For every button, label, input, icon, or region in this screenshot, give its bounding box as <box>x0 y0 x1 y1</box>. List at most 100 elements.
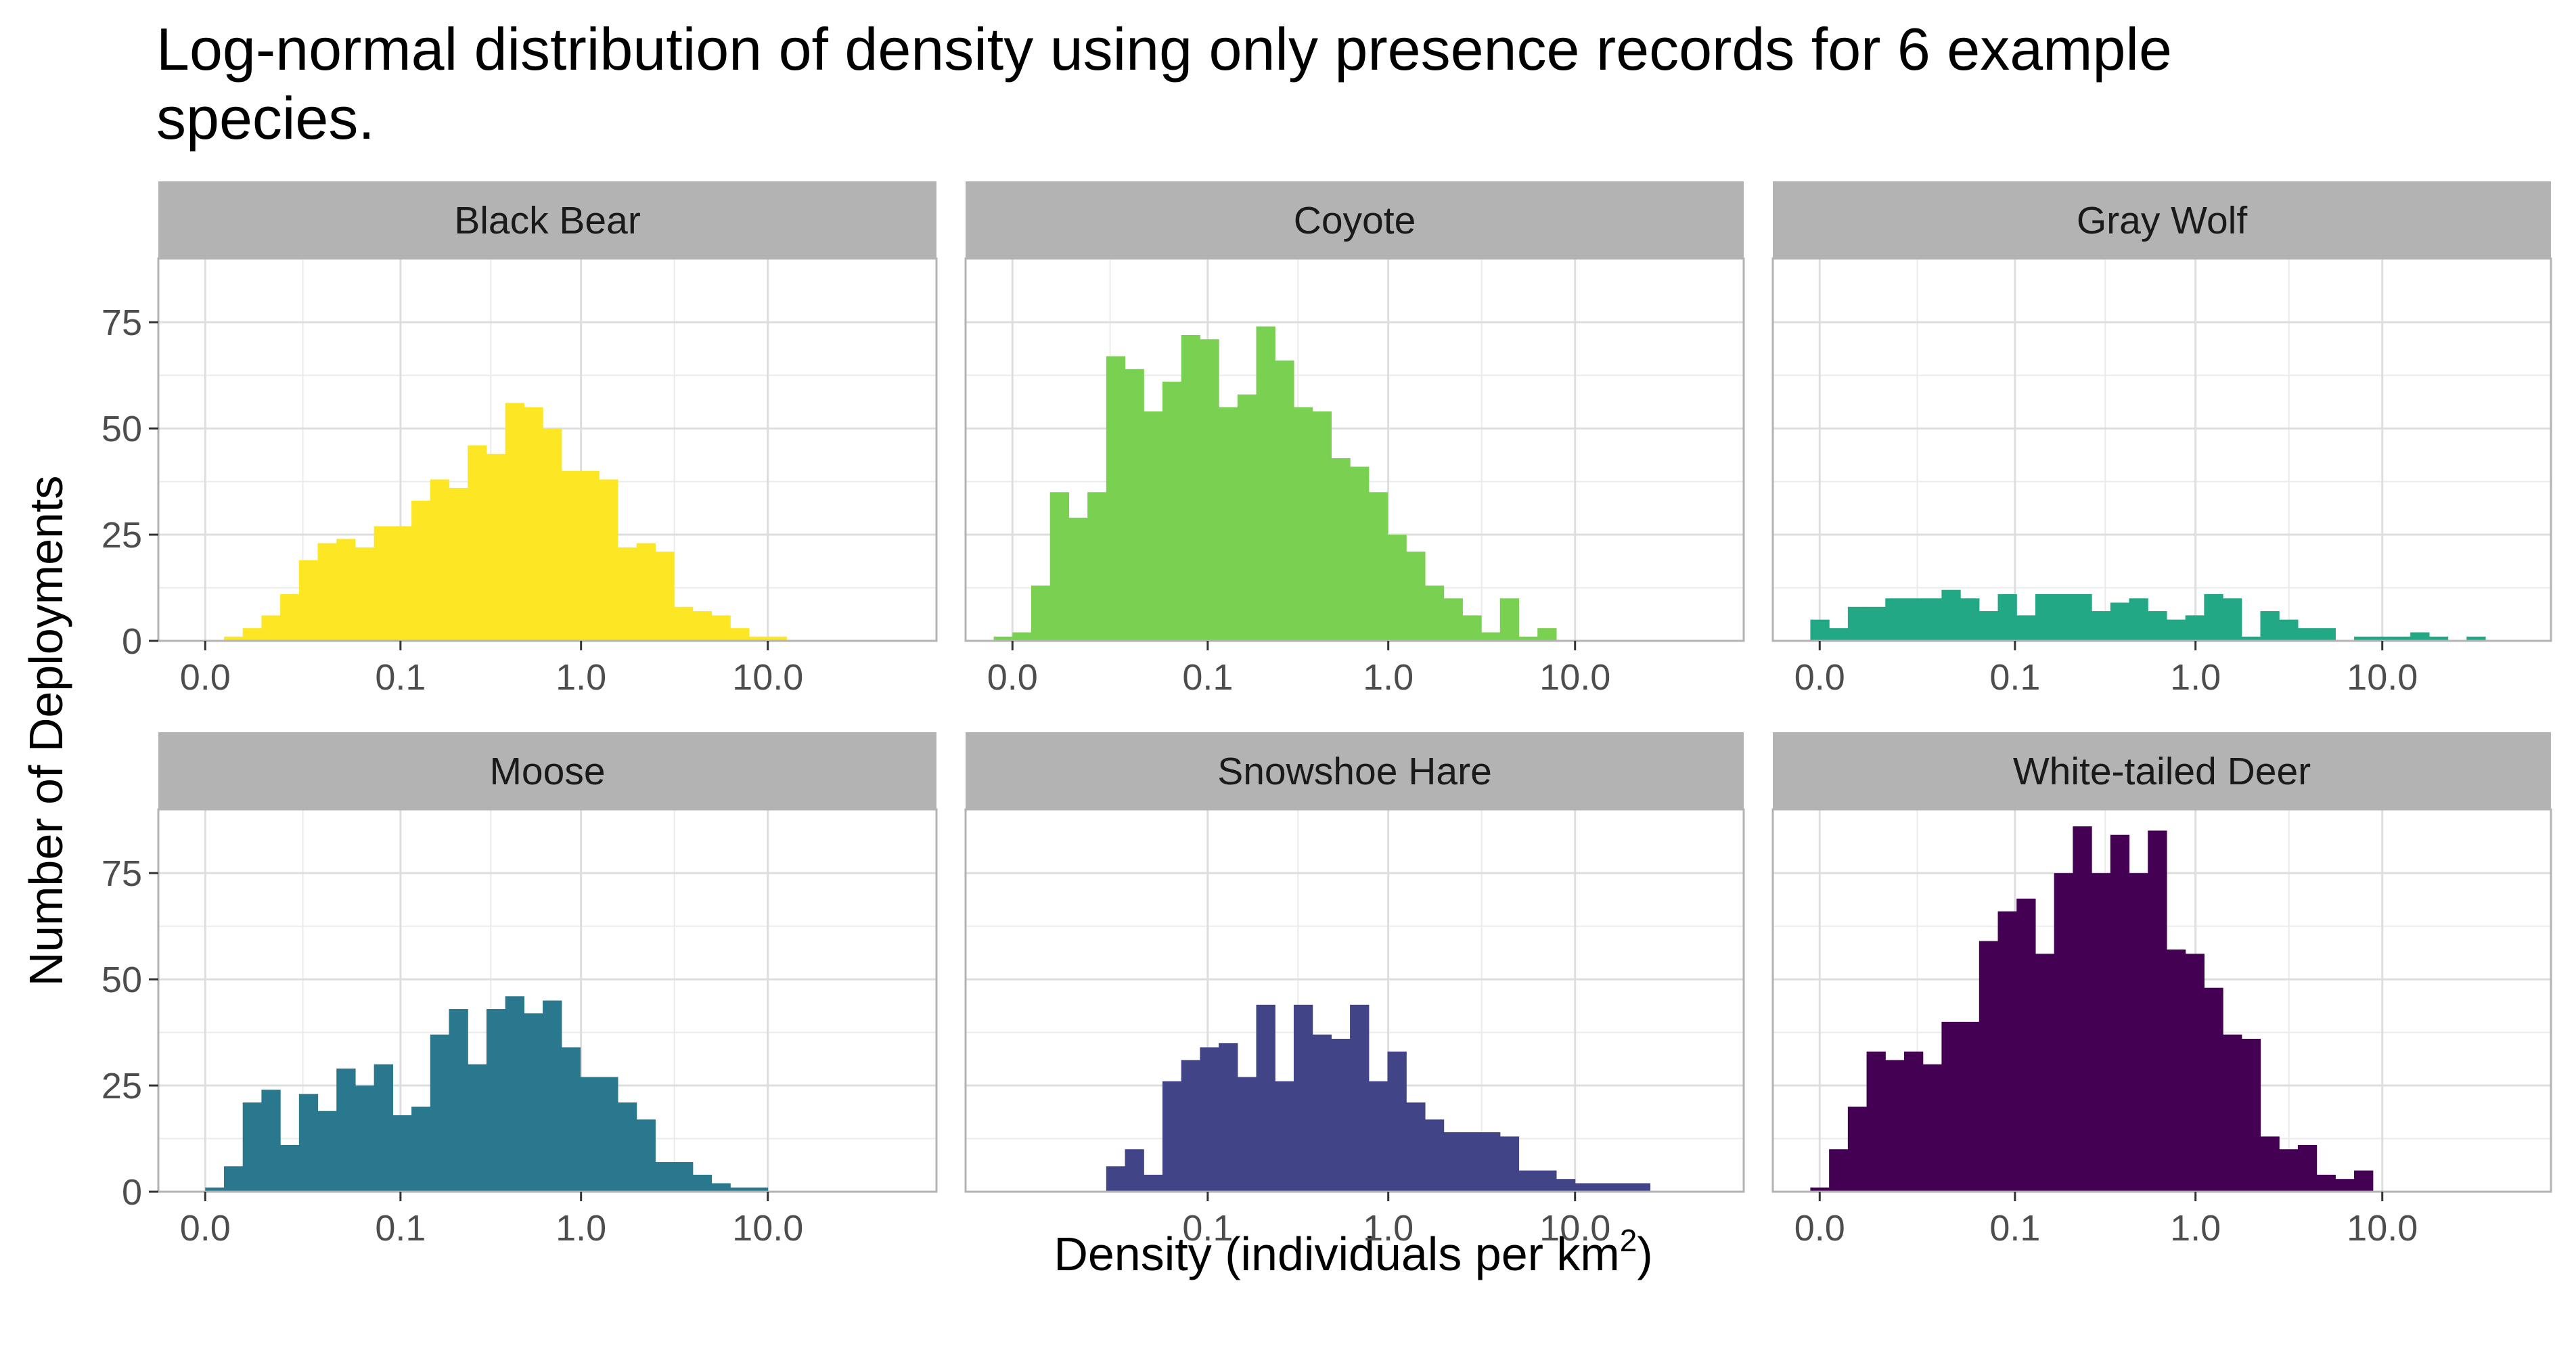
histogram-bar <box>2129 598 2148 641</box>
histogram-bar <box>1350 466 1370 641</box>
histogram-bar <box>449 488 468 641</box>
histogram-bar <box>298 560 319 641</box>
histogram-bar <box>674 606 694 641</box>
histogram-bar <box>1144 1174 1163 1192</box>
strip-label-gray-wolf: Gray Wolf <box>2077 199 2247 242</box>
histogram-bar <box>2316 628 2336 641</box>
histogram-bar <box>486 1009 506 1192</box>
histogram-bar <box>411 1106 431 1192</box>
histogram-bar <box>1424 1119 1445 1192</box>
histogram-bar <box>1181 1060 1200 1192</box>
x-tick-label: 10.0 <box>1539 657 1610 698</box>
histogram-bar <box>1106 356 1126 641</box>
y-tick-label: 0 <box>122 1172 142 1213</box>
histogram-bar <box>2092 873 2111 1192</box>
histogram-bar <box>2073 593 2092 641</box>
histogram-bar <box>317 543 337 641</box>
x-tick-label: 0.0 <box>1794 657 1845 698</box>
histogram-bar <box>1219 1043 1238 1192</box>
strip-label-white-tailed-deer: White-tailed Deer <box>2013 750 2311 793</box>
histogram-bar <box>449 1009 468 1192</box>
histogram-bar <box>674 1162 694 1192</box>
histogram-bar <box>1200 339 1219 641</box>
histogram-bar <box>692 1174 713 1192</box>
histogram-bar <box>2148 611 2167 641</box>
histogram-bar <box>1979 611 1999 641</box>
histogram-bar <box>1387 535 1407 641</box>
histogram-bar <box>2185 615 2205 641</box>
histogram-bar <box>1518 636 1538 641</box>
x-tick-label: 10.0 <box>2347 1208 2418 1249</box>
histogram-bar <box>2073 826 2092 1192</box>
histogram-bar <box>1612 1183 1632 1192</box>
x-tick-label: 1.0 <box>2170 1208 2221 1249</box>
histogram-bar <box>261 1090 281 1192</box>
histogram-bar <box>1368 1081 1388 1192</box>
histogram-bar <box>748 636 769 641</box>
histogram-bar <box>692 611 713 641</box>
histogram-bar <box>1368 492 1388 641</box>
histogram-bar <box>1406 552 1426 641</box>
histogram-bar <box>1237 1077 1257 1192</box>
strip-label-moose: Moose <box>489 750 605 793</box>
x-tick-label: 0.0 <box>180 1208 231 1249</box>
histogram-bar <box>1885 1060 1905 1192</box>
histogram-bar <box>2110 602 2130 641</box>
histogram-bar <box>1537 1170 1557 1192</box>
histogram-bar <box>1424 585 1445 641</box>
histogram-bar <box>374 526 393 641</box>
histogram-bar <box>580 470 600 641</box>
panel-black-bear: Black Bear 0 25 50 75 0.0 0.1 1.0 10.0 <box>101 181 938 698</box>
histogram-bar <box>1866 1051 1886 1192</box>
strip-black-bear <box>158 181 936 259</box>
strip-label-black-bear: Black Bear <box>454 199 641 242</box>
histogram-bar <box>355 1085 375 1192</box>
histogram-bar <box>280 593 300 641</box>
chart-title-line-2: species. <box>156 85 375 152</box>
histogram-bar <box>1575 1183 1594 1192</box>
histogram-bar <box>2241 1039 2261 1192</box>
histogram-bar <box>1275 1081 1294 1192</box>
histogram-bar <box>317 1111 337 1192</box>
histogram-bar <box>1499 1136 1520 1192</box>
histogram-bar <box>1941 589 1961 641</box>
strip-snowshoe-hare <box>966 732 1744 809</box>
x-tick-label: 0.1 <box>1989 1208 2040 1249</box>
histogram-bar <box>1847 606 1868 641</box>
histogram-bar <box>711 1183 731 1192</box>
histogram-bar <box>392 526 412 641</box>
histogram-bar <box>2260 611 2280 641</box>
histogram-bar <box>336 1068 356 1192</box>
histogram-bar <box>599 479 618 641</box>
x-tick-label: 0.1 <box>375 657 426 698</box>
x-tick-label: 1.0 <box>1363 1208 1414 1249</box>
histogram-bar <box>468 445 487 641</box>
histogram-bar <box>767 636 787 641</box>
histogram-bar <box>2354 636 2374 641</box>
histogram-bar <box>1979 941 1999 1192</box>
histogram-bar <box>1518 1170 1538 1192</box>
histogram-bar <box>617 547 637 641</box>
histogram-bar <box>1237 394 1257 641</box>
panel-moose: Moose 0 25 50 75 0.0 0.1 1.0 10.0 <box>101 732 938 1249</box>
histogram-bar <box>1331 1039 1351 1192</box>
histogram-bar <box>1631 1183 1651 1192</box>
histogram-bar <box>1293 1004 1313 1192</box>
histogram-bar <box>1922 598 1942 641</box>
y-tick-label: 25 <box>101 1066 142 1106</box>
histogram-bar <box>1537 628 1557 641</box>
histogram-bar <box>2297 1144 2318 1192</box>
histogram-bar <box>543 1000 562 1192</box>
histogram-bar <box>655 552 675 641</box>
histogram-bar <box>1293 407 1313 641</box>
histogram-bar <box>1275 360 1294 641</box>
histogram-bar <box>374 1064 393 1192</box>
x-tick-label: 0.0 <box>1794 1208 1845 1249</box>
histogram-bar <box>2110 834 2130 1192</box>
histogram-bar <box>2148 830 2167 1192</box>
histogram-bar <box>1387 1051 1407 1192</box>
histogram-bar <box>617 1102 637 1192</box>
histogram-bar <box>468 1064 487 1192</box>
histogram-bar <box>2185 954 2205 1192</box>
